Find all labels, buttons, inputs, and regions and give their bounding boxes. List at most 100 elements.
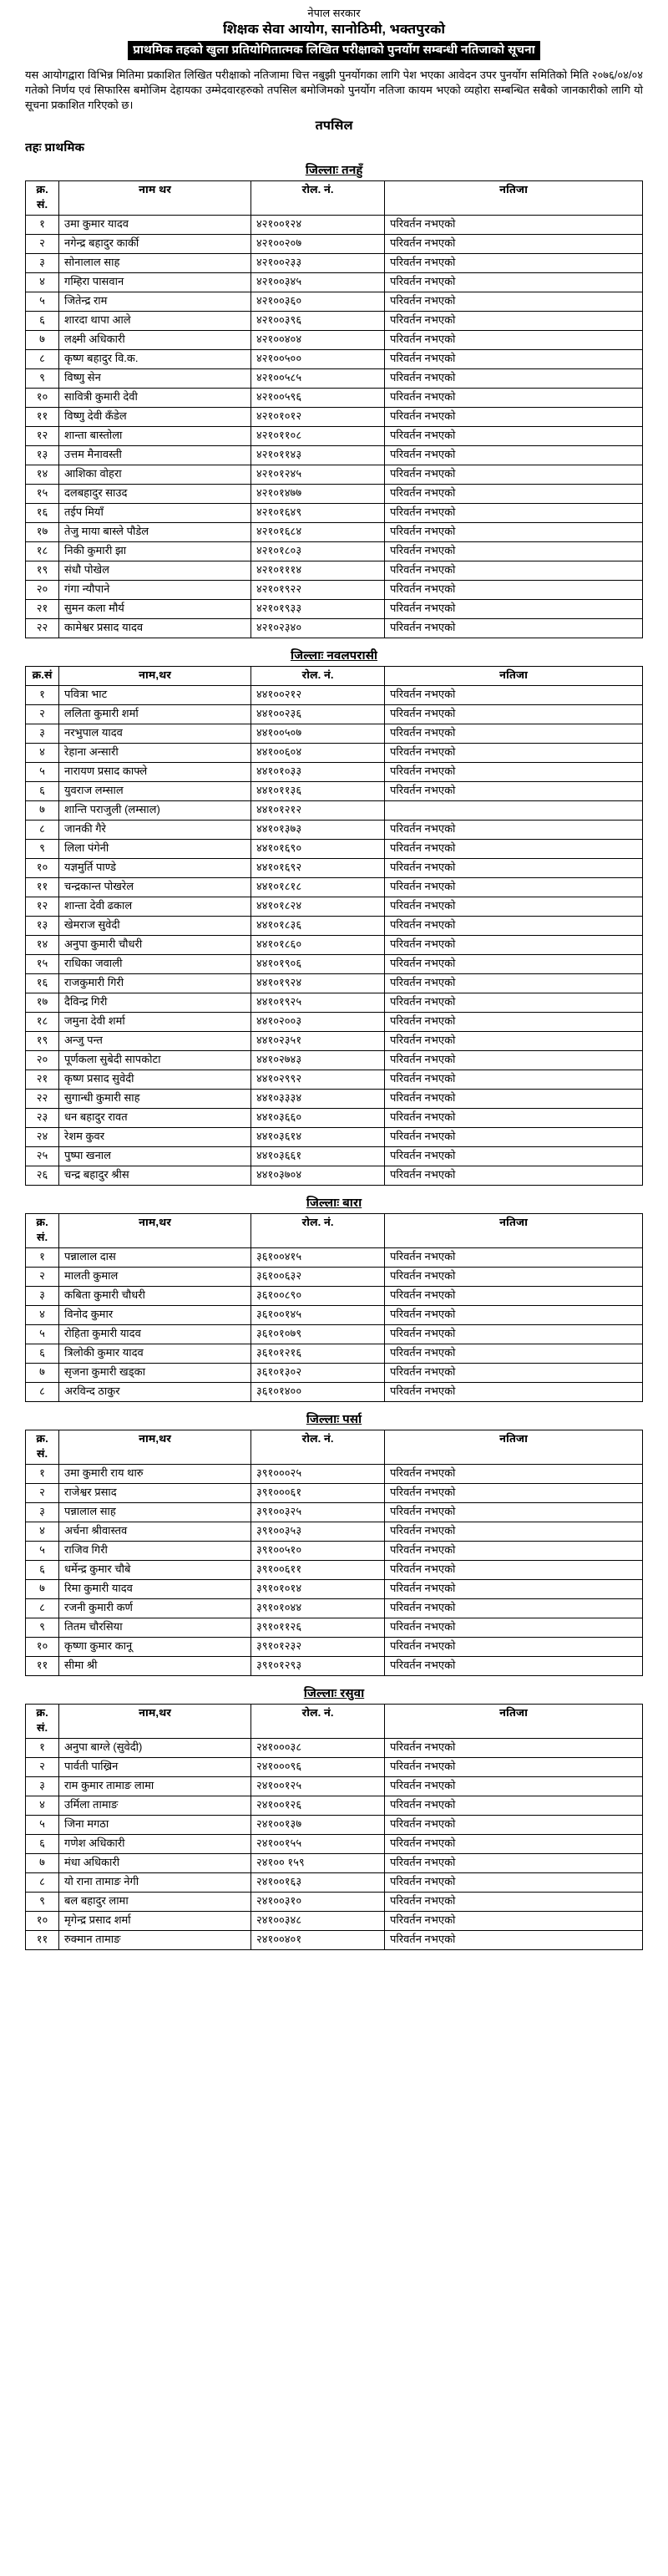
table-row: २३धन बहादुर रावत४४१०३६६०परिवर्तन नभएको <box>26 1109 643 1128</box>
cell-name: दैविन्द्र गिरी <box>59 993 251 1013</box>
table-row: ६शारदा थापा आले४२१००३९६परिवर्तन नभएको <box>26 312 643 331</box>
cell-sn: २ <box>26 705 59 724</box>
cell-name: विनोद कुमार <box>59 1306 251 1325</box>
cell-result: परिवर्तन नभएको <box>385 350 643 369</box>
cell-roll: ४२१०११०८ <box>251 427 385 446</box>
cell-name: कृष्ण बहादुर वि.क. <box>59 350 251 369</box>
cell-sn: १५ <box>26 955 59 974</box>
cell-name: पूर्णकला सुबेदी सापकोटा <box>59 1051 251 1070</box>
cell-sn: ६ <box>26 1835 59 1854</box>
cell-roll: ३९१००३५३ <box>251 1522 385 1542</box>
table-row: २०पूर्णकला सुबेदी सापकोटा४४१०२७४३परिवर्त… <box>26 1051 643 1070</box>
cell-sn: १५ <box>26 485 59 504</box>
cell-result: परिवर्तन नभएको <box>385 878 643 897</box>
table-row: ७सृजना कुमारी खड्का३६१०१३०२परिवर्तन नभएक… <box>26 1364 643 1383</box>
cell-name: अर्चना श्रीवास्तव <box>59 1522 251 1542</box>
cell-roll: ४२१००५८५ <box>251 369 385 389</box>
cell-sn: ४ <box>26 273 59 292</box>
cell-result: परिवर्तन नभएको <box>385 427 643 446</box>
cell-sn: १ <box>26 216 59 235</box>
cell-sn: १२ <box>26 427 59 446</box>
cell-roll: ४२१०१४७७ <box>251 485 385 504</box>
table-row: २ललिता कुमारी शर्मा४४१००२३६परिवर्तन नभएक… <box>26 705 643 724</box>
cell-result: परिवर्तन नभएको <box>385 1561 643 1580</box>
cell-name: खेमराज सुवेदी <box>59 917 251 936</box>
table-row: १०यज्ञमुर्ति पाण्डे४४१०१६९२परिवर्तन नभएक… <box>26 859 643 878</box>
table-row: ३सोनालाल साह४२१००२३३परिवर्तन नभएको <box>26 254 643 273</box>
table-row: २६चन्द्र बहादुर श्रीस४४१०३७०४परिवर्तन नभ… <box>26 1166 643 1186</box>
cell-name: अन्जु पन्त <box>59 1032 251 1051</box>
table-row: ११विष्णु देवी कँडेल४२१०१०१२परिवर्तन नभएक… <box>26 408 643 427</box>
cell-roll: ३६१०१०७९ <box>251 1325 385 1344</box>
cell-roll: ३९१००६११ <box>251 1561 385 1580</box>
col-result: नतिजा <box>385 181 643 216</box>
cell-roll: ३९१०१२९३ <box>251 1657 385 1676</box>
table-row: ७लक्ष्मी अधिकारी४२१००४०४परिवर्तन नभएको <box>26 331 643 350</box>
cell-roll: ३९१०००२५ <box>251 1465 385 1484</box>
cell-name: बल बहादुर लामा <box>59 1893 251 1912</box>
cell-name: रिमा कुमारी यादव <box>59 1580 251 1599</box>
cell-roll: ४२१०१६४९ <box>251 504 385 523</box>
cell-name: कामेश्वर प्रसाद यादव <box>59 619 251 638</box>
cell-result: परिवर्तन नभएको <box>385 1013 643 1032</box>
cell-roll: ४४१०११३६ <box>251 782 385 801</box>
cell-roll: ४४१०३६६१ <box>251 1147 385 1166</box>
cell-sn: ८ <box>26 1383 59 1402</box>
table-row: ७शान्ति पराजुली (लम्साल)४४१०१२१२ <box>26 801 643 821</box>
table-row: १अनुपा बाग्ले (सुवेदी)२४१०००३८परिवर्तन न… <box>26 1739 643 1758</box>
cell-name: नरभुपाल यादव <box>59 724 251 744</box>
table-row: ८जानकी गैरे४४१०१३७३परिवर्तन नभएको <box>26 821 643 840</box>
table-row: १२शान्ता देवी ढकाल४४१०१८२४परिवर्तन नभएको <box>26 897 643 917</box>
cell-roll: ३९१०१०१४ <box>251 1580 385 1599</box>
cell-result: परिवर्तन नभएको <box>385 235 643 254</box>
table-row: १३उत्तम मैनावस्ती४२१०११४३परिवर्तन नभएको <box>26 446 643 465</box>
table-row: ४उर्मिला तामाङ२४१००१२६परिवर्तन नभएको <box>26 1796 643 1816</box>
cell-sn: २६ <box>26 1166 59 1186</box>
cell-result: परिवर्तन नभएको <box>385 485 643 504</box>
table-row: १८जमुना देवी शर्मा४४१०२००३परिवर्तन नभएको <box>26 1013 643 1032</box>
cell-sn: १० <box>26 1912 59 1931</box>
cell-sn: १७ <box>26 993 59 1013</box>
cell-roll: ४४१०३३३४ <box>251 1090 385 1109</box>
cell-result: परिवर्तन नभएको <box>385 1070 643 1090</box>
table-row: ८अरविन्द ठाकुर३६१०१४००परिवर्तन नभएको <box>26 1383 643 1402</box>
table-row: १३खेमराज सुवेदी४४१०१८३६परिवर्तन नभएको <box>26 917 643 936</box>
cell-result: परिवर्तन नभएको <box>385 273 643 292</box>
result-table: क्र.संनाम,थररोल. नं.नतिजा१पवित्रा भाट४४१… <box>25 666 643 1186</box>
table-row: ६युवराज लम्साल४४१०११३६परिवर्तन नभएको <box>26 782 643 801</box>
table-row: ९तितम चौरसिया३९१०११२६परिवर्तन नभएको <box>26 1618 643 1638</box>
table-row: १९अन्जु पन्त४४१०२३५१परिवर्तन नभएको <box>26 1032 643 1051</box>
cell-name: सृजना कुमारी खड्का <box>59 1364 251 1383</box>
cell-roll: ४४१०१२१२ <box>251 801 385 821</box>
cell-roll: ३९१००५१० <box>251 1542 385 1561</box>
cell-sn: २ <box>26 235 59 254</box>
cell-name: गम्हिरा पासवान <box>59 273 251 292</box>
cell-result: परिवर्तन नभएको <box>385 254 643 273</box>
table-row: २४रेशम कुवर४४१०३६१४परिवर्तन नभएको <box>26 1128 643 1147</box>
cell-name: नगेन्द्र बहादुर कार्की <box>59 235 251 254</box>
cell-name: चन्द्रकान्त पोखरेल <box>59 878 251 897</box>
table-row: १७दैविन्द्र गिरी४४१०१९२५परिवर्तन नभएको <box>26 993 643 1013</box>
cell-result: परिवर्तन नभएको <box>385 446 643 465</box>
cell-roll: ४४१०१६९२ <box>251 859 385 878</box>
cell-roll: ३६१००१४५ <box>251 1306 385 1325</box>
cell-roll: ४२१००४०४ <box>251 331 385 350</box>
table-row: ६धर्मेन्द्र कुमार चौबे३९१००६११परिवर्तन न… <box>26 1561 643 1580</box>
cell-roll: ४४१०१८६० <box>251 936 385 955</box>
organization-line: शिक्षक सेवा आयोग, सानोठिमी, भक्तपुरको <box>0 22 668 39</box>
cell-result: परिवर्तन नभएको <box>385 1618 643 1638</box>
cell-sn: १८ <box>26 542 59 561</box>
cell-result: परिवर्तन नभएको <box>385 1032 643 1051</box>
table-row: ५राजिव गिरी३९१००५१०परिवर्तन नभएको <box>26 1542 643 1561</box>
cell-name: अरविन्द ठाकुर <box>59 1383 251 1402</box>
cell-sn: १७ <box>26 523 59 542</box>
cell-result: परिवर्तन नभएको <box>385 821 643 840</box>
cell-result: परिवर्तन नभएको <box>385 724 643 744</box>
cell-sn: ११ <box>26 878 59 897</box>
table-row: ३राम कुमार तामाङ लामा२४१००१२५परिवर्तन नभ… <box>26 1777 643 1796</box>
table-row: ४रेहाना अन्सारी४४१००६०४परिवर्तन नभएको <box>26 744 643 763</box>
cell-result: परिवर्तन नभएको <box>385 705 643 724</box>
cell-result: परिवर्तन नभएको <box>385 955 643 974</box>
cell-sn: ७ <box>26 801 59 821</box>
cell-result: परिवर्तन नभएको <box>385 1739 643 1758</box>
